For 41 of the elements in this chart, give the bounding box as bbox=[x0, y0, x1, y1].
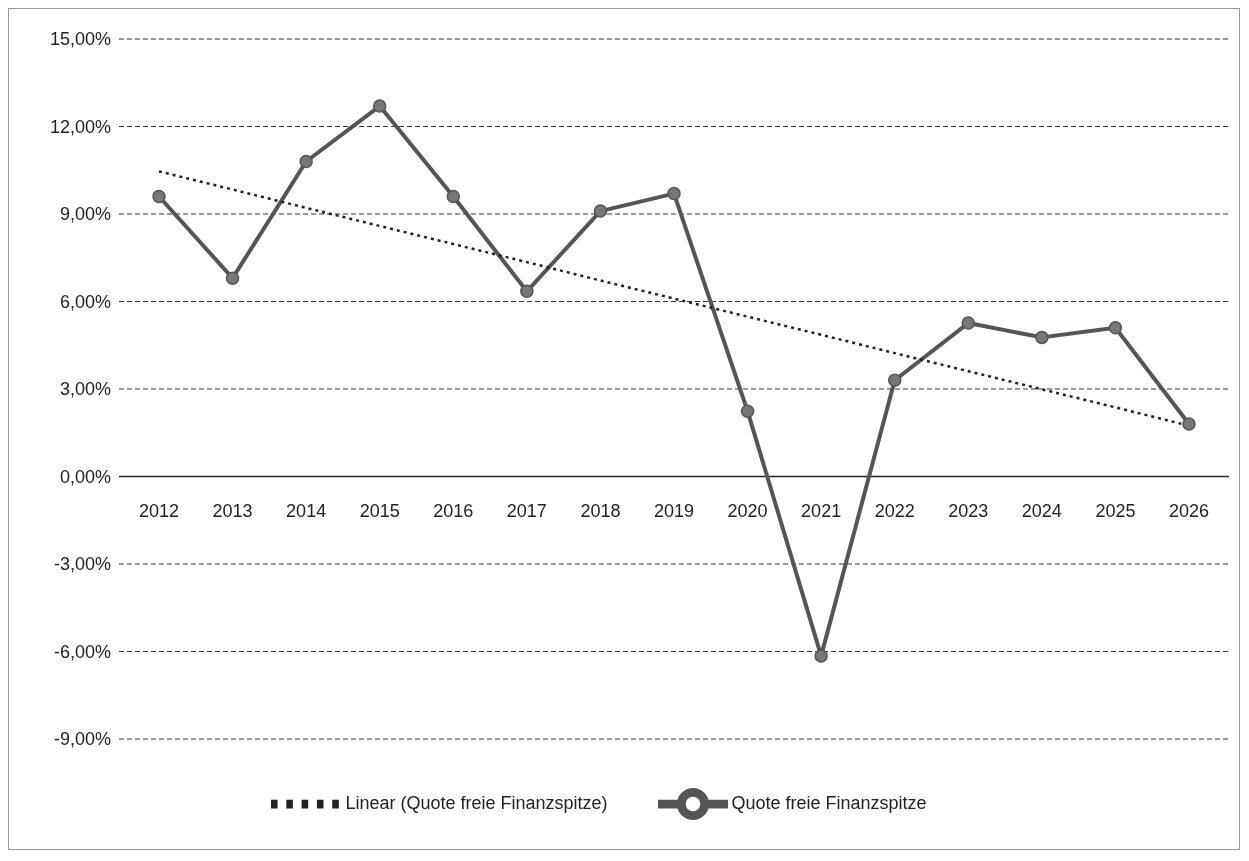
legend-label: Quote freie Finanzspitze bbox=[731, 792, 927, 813]
point bbox=[372, 99, 387, 113]
y-tick-label: 15,00% bbox=[49, 29, 111, 50]
x-tick-label: 2012 bbox=[138, 500, 180, 521]
point bbox=[225, 271, 240, 285]
x-tick-label: 2023 bbox=[948, 500, 989, 521]
point bbox=[520, 284, 534, 299]
point bbox=[593, 204, 608, 218]
x-tick-label: 2016 bbox=[433, 500, 474, 521]
x-tick-label: 2018 bbox=[580, 500, 621, 521]
x-tick-label: 2015 bbox=[359, 500, 400, 521]
x-tick-label: 2019 bbox=[653, 500, 695, 521]
y-tick-label: -3,00% bbox=[53, 554, 111, 575]
x-tick-label: 2022 bbox=[874, 500, 915, 521]
y-tick-label: 12,00% bbox=[49, 116, 111, 137]
x-tick-label: 2017 bbox=[506, 500, 547, 521]
y-tick-label: -6,00% bbox=[53, 641, 111, 662]
x-tick-label: 2025 bbox=[1095, 500, 1136, 521]
point bbox=[1035, 330, 1049, 345]
y-tick-label: -9,00% bbox=[53, 729, 111, 750]
point bbox=[961, 316, 976, 330]
legend-label: Linear (Quote freie Finanzspitze) bbox=[345, 792, 608, 813]
point bbox=[1108, 321, 1123, 335]
x-tick-label: 2021 bbox=[801, 500, 842, 521]
y-tick-label: 6,00% bbox=[59, 291, 111, 312]
x-tick-label: 2024 bbox=[1021, 500, 1062, 521]
y-tick-label: 9,00% bbox=[59, 204, 111, 225]
y-tick-label: 0,00% bbox=[59, 466, 111, 487]
point bbox=[667, 186, 681, 201]
point bbox=[740, 404, 755, 418]
x-tick-label: 2020 bbox=[727, 500, 768, 521]
point bbox=[299, 154, 313, 169]
point bbox=[152, 189, 166, 204]
point bbox=[1182, 417, 1196, 431]
x-tick-label: 2013 bbox=[212, 500, 253, 521]
x-tick-label: 2026 bbox=[1168, 500, 1210, 521]
x-tick-label: 2014 bbox=[286, 500, 327, 521]
point bbox=[814, 649, 828, 663]
point bbox=[887, 373, 902, 387]
y-tick-label: 3,00% bbox=[59, 379, 111, 400]
point bbox=[446, 189, 461, 204]
